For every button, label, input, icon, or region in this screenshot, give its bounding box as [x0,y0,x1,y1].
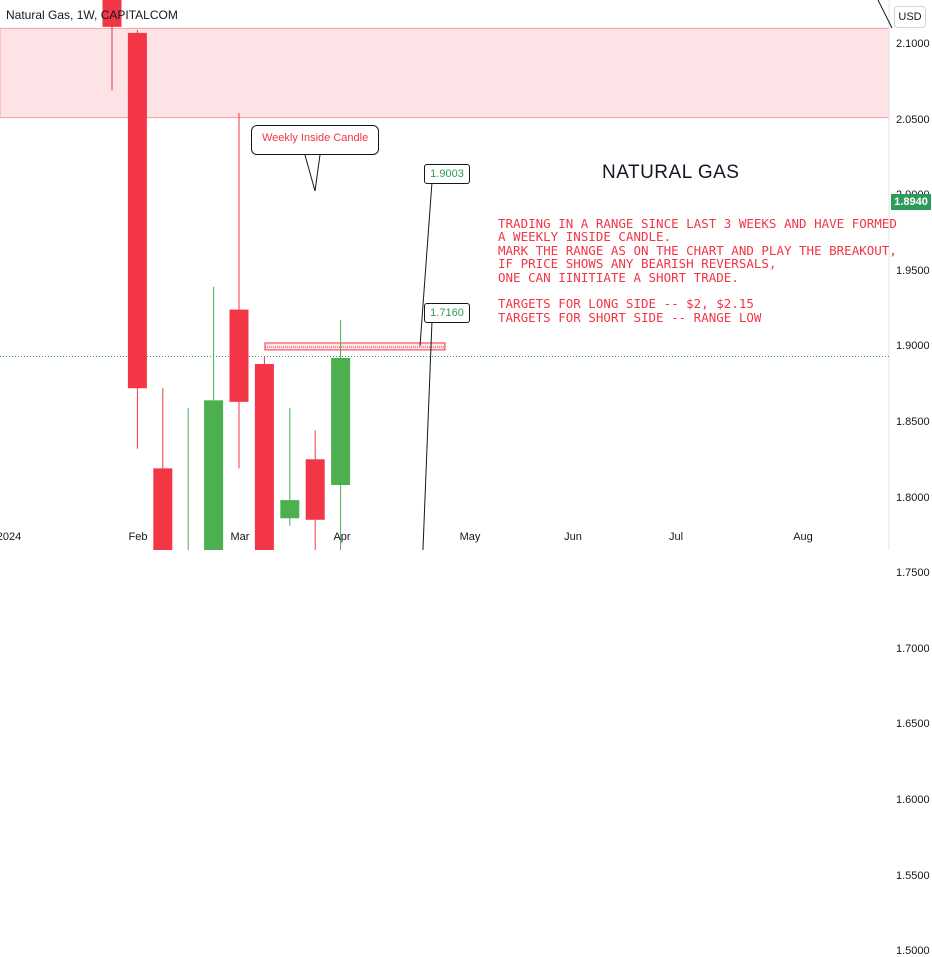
chart-annotation-title: NATURAL GAS [602,162,740,183]
inside-candle-callout: Weekly Inside Candle [251,125,379,155]
x-tick-label: Aug [793,531,813,543]
y-tick-label: 1.6500 [896,718,930,731]
candle-body [305,459,325,520]
x-tick-label: Apr [333,531,351,543]
range-low-connector [422,320,433,550]
x-tick-label: May [459,531,481,543]
y-tick-label: 1.9000 [896,340,930,353]
y-tick-label: 2.0500 [896,113,930,126]
y-tick-label: 1.8000 [896,491,930,504]
x-tick-label: Feb [128,531,148,543]
candle-body [229,309,249,402]
range-high-label: 1.9003 [424,164,470,184]
candle-body [153,468,173,550]
note-line: IF PRICE SHOWS ANY BEARISH REVERSALS, [498,256,777,272]
y-tick-label: 1.7500 [896,567,930,580]
y-tick-label: 1.5500 [896,869,930,882]
y-tick-label: 1.9500 [896,264,930,277]
y-tick-label: 1.6000 [896,794,930,806]
candle-body [280,500,300,519]
range-high-connector [419,181,433,346]
y-tick-label: 1.5000 [896,945,930,957]
x-tick-label: Jun [564,531,582,543]
x-tick-label: Mar [230,531,250,543]
note-line: A WEEKLY INSIDE CANDLE. [498,229,672,245]
currency-button[interactable]: USD [894,6,926,28]
y-tick-label: 1.7000 [896,642,930,655]
x-tick-label: 2024 [0,531,22,543]
resistance-zone [0,27,890,119]
x-tick-label: Jul [668,531,684,543]
candle-body [204,400,224,550]
trend-line [877,0,893,29]
candle-body [331,357,351,485]
candle-body [127,32,147,389]
candle-body [102,0,122,27]
note-line: TARGETS FOR SHORT SIDE -- RANGE LOW [498,309,762,325]
last-price-badge: 1.8940 [891,194,931,210]
note-line: ONE CAN IINITIATE A SHORT TRADE. [498,269,739,285]
note-line: TRADING IN A RANGE SINCE LAST 3 WEEKS AN… [498,216,897,231]
price-chart[interactable] [0,0,932,550]
symbol-header[interactable]: Natural Gas, 1W, CAPITALCOM [6,8,178,22]
range-low-label: 1.7160 [424,303,470,323]
note-line: TARGETS FOR LONG SIDE -- $2, $2.15 [498,296,754,312]
y-tick-label: 1.8500 [896,416,930,428]
candle-body [254,364,274,550]
callout-pointer [304,154,321,192]
y-tick-label: 2.1000 [896,38,930,50]
note-line: MARK THE RANGE AS ON THE CHART AND PLAY … [498,242,897,258]
